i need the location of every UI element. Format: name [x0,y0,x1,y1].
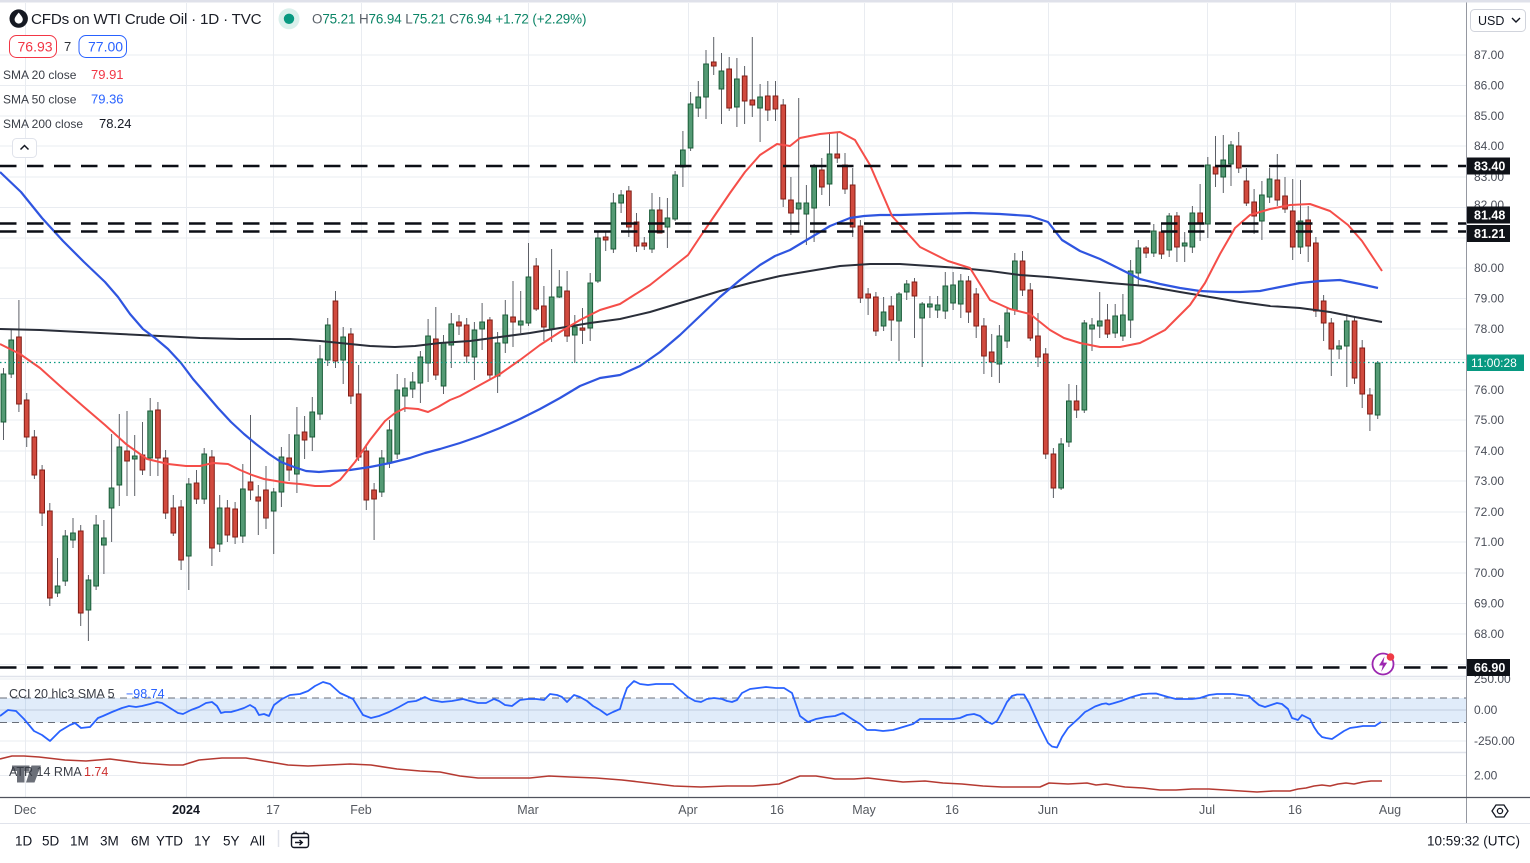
svg-text:2024: 2024 [172,803,200,817]
svg-text:SMA 20 close: SMA 20 close [3,68,77,82]
svg-text:Aug: Aug [1379,803,1401,817]
svg-text:78.00: 78.00 [1474,322,1504,336]
svg-text:ATR 14 RMA: ATR 14 RMA [9,765,82,779]
svg-text:Mar: Mar [517,803,539,817]
svg-text:1Y: 1Y [194,834,211,849]
svg-text:May: May [852,803,876,817]
svg-text:81.21: 81.21 [1474,227,1505,241]
svg-text:74.00: 74.00 [1474,444,1504,458]
svg-text:1M: 1M [70,834,89,849]
svg-text:7: 7 [64,39,71,54]
svg-text:80.00: 80.00 [1474,261,1504,275]
svg-text:Feb: Feb [350,803,372,817]
svg-text:−98.74: −98.74 [126,687,165,701]
svg-text:76.00: 76.00 [1474,383,1504,397]
svg-text:Jun: Jun [1038,803,1058,817]
svg-text:O75.21 H76.94 L75.21 C76.94 +1: O75.21 H76.94 L75.21 C76.94 +1.72 (+2.29… [312,12,586,27]
svg-text:78.24: 78.24 [99,116,132,131]
svg-text:1D: 1D [15,834,33,849]
svg-text:75.00: 75.00 [1474,413,1504,427]
svg-text:79.91: 79.91 [91,67,124,82]
svg-text:2.00: 2.00 [1474,769,1498,783]
svg-text:69.00: 69.00 [1474,597,1504,611]
svg-text:70.00: 70.00 [1474,566,1504,580]
svg-text:71.00: 71.00 [1474,535,1504,549]
svg-text:YTD: YTD [156,834,183,849]
svg-text:73.00: 73.00 [1474,474,1504,488]
svg-text:SMA 200 close: SMA 200 close [3,117,83,131]
svg-text:16: 16 [770,803,784,817]
svg-text:SMA 50 close: SMA 50 close [3,93,77,107]
svg-text:86.00: 86.00 [1474,79,1504,93]
svg-text:All: All [250,834,265,849]
svg-text:17: 17 [266,803,280,817]
svg-text:5Y: 5Y [223,834,240,849]
svg-text:84.00: 84.00 [1474,139,1504,153]
svg-text:Jul: Jul [1199,803,1215,817]
svg-text:3M: 3M [100,834,119,849]
svg-text:83.40: 83.40 [1474,160,1505,174]
svg-text:10:59:32 (UTC): 10:59:32 (UTC) [1427,834,1520,849]
svg-text:66.90: 66.90 [1474,661,1505,675]
svg-text:87.00: 87.00 [1474,48,1504,62]
svg-text:Dec: Dec [14,803,36,817]
svg-text:81.48: 81.48 [1474,209,1505,223]
svg-text:5D: 5D [42,834,60,849]
svg-text:11:00:28: 11:00:28 [1471,356,1517,370]
svg-text:USD: USD [1478,14,1504,28]
svg-text:Apr: Apr [678,803,697,817]
svg-text:72.00: 72.00 [1474,505,1504,519]
svg-text:CFDs on WTI Crude Oil · 1D · T: CFDs on WTI Crude Oil · 1D · TVC [31,11,262,28]
svg-text:16: 16 [945,803,959,817]
svg-text:0.00: 0.00 [1474,703,1498,717]
svg-text:77.00: 77.00 [88,39,123,55]
svg-text:79.00: 79.00 [1474,292,1504,306]
svg-text:85.00: 85.00 [1474,109,1504,123]
svg-text:1.74: 1.74 [84,765,108,779]
svg-text:68.00: 68.00 [1474,627,1504,641]
svg-text:76.93: 76.93 [18,39,53,55]
svg-text:CCI 20 hlc3 SMA 5: CCI 20 hlc3 SMA 5 [9,687,115,701]
svg-text:-250.00: -250.00 [1474,734,1515,748]
svg-text:6M: 6M [131,834,150,849]
svg-text:16: 16 [1288,803,1302,817]
svg-text:79.36: 79.36 [91,92,124,107]
